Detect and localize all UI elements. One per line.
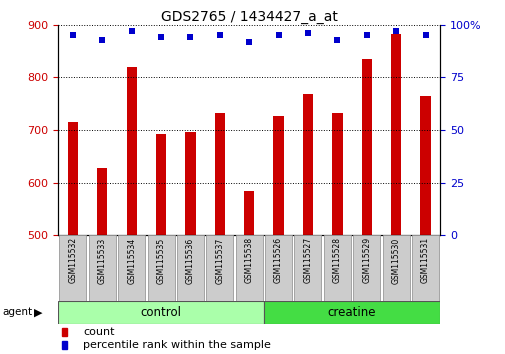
Point [274,33,282,38]
FancyBboxPatch shape [59,235,86,301]
Text: GSM115533: GSM115533 [97,238,107,284]
FancyBboxPatch shape [352,235,380,301]
Text: GSM115534: GSM115534 [127,238,136,284]
Point [245,39,253,45]
Bar [243,191,254,235]
Point [157,35,165,40]
Text: count: count [83,327,114,337]
Point [69,33,77,38]
Text: GSM115527: GSM115527 [303,238,312,284]
Text: GSM115538: GSM115538 [244,238,253,284]
Text: GSM115528: GSM115528 [332,238,341,283]
Bar [302,94,313,235]
Bar [214,113,225,235]
Point [186,35,194,40]
Point [127,28,135,34]
Text: creatine: creatine [327,306,376,319]
FancyBboxPatch shape [118,235,145,301]
Bar [126,67,136,235]
Text: GSM115537: GSM115537 [215,238,224,284]
Bar [185,132,195,235]
Bar [62,328,67,336]
Text: percentile rank within the sample: percentile rank within the sample [83,340,270,350]
Point [421,33,429,38]
Text: agent: agent [3,307,33,318]
Bar [68,122,78,235]
Point [215,33,223,38]
FancyBboxPatch shape [177,235,204,301]
FancyBboxPatch shape [88,235,116,301]
Text: GSM115532: GSM115532 [68,238,77,284]
FancyBboxPatch shape [264,301,439,324]
FancyBboxPatch shape [206,235,233,301]
Text: GSM115535: GSM115535 [156,238,165,284]
Text: GSM115529: GSM115529 [362,238,371,284]
Point [304,30,312,36]
Text: GSM115526: GSM115526 [274,238,282,284]
Bar [62,341,67,349]
Bar [420,96,430,235]
Text: control: control [140,306,181,319]
Bar [273,116,283,235]
Text: GSM115531: GSM115531 [420,238,429,284]
Point [98,37,106,42]
Bar [156,134,166,235]
FancyBboxPatch shape [235,235,262,301]
Bar [332,113,342,235]
Bar [390,34,400,235]
FancyBboxPatch shape [58,301,264,324]
FancyBboxPatch shape [147,235,174,301]
FancyBboxPatch shape [323,235,350,301]
FancyBboxPatch shape [294,235,321,301]
Point [333,37,341,42]
Bar [97,168,107,235]
Title: GDS2765 / 1434427_a_at: GDS2765 / 1434427_a_at [161,10,337,24]
FancyBboxPatch shape [411,235,438,301]
Point [362,33,370,38]
Text: GSM115536: GSM115536 [185,238,194,284]
FancyBboxPatch shape [265,235,291,301]
Point [391,28,399,34]
Text: GSM115530: GSM115530 [391,238,400,284]
Bar [361,59,371,235]
Text: ▶: ▶ [34,307,43,318]
FancyBboxPatch shape [382,235,409,301]
